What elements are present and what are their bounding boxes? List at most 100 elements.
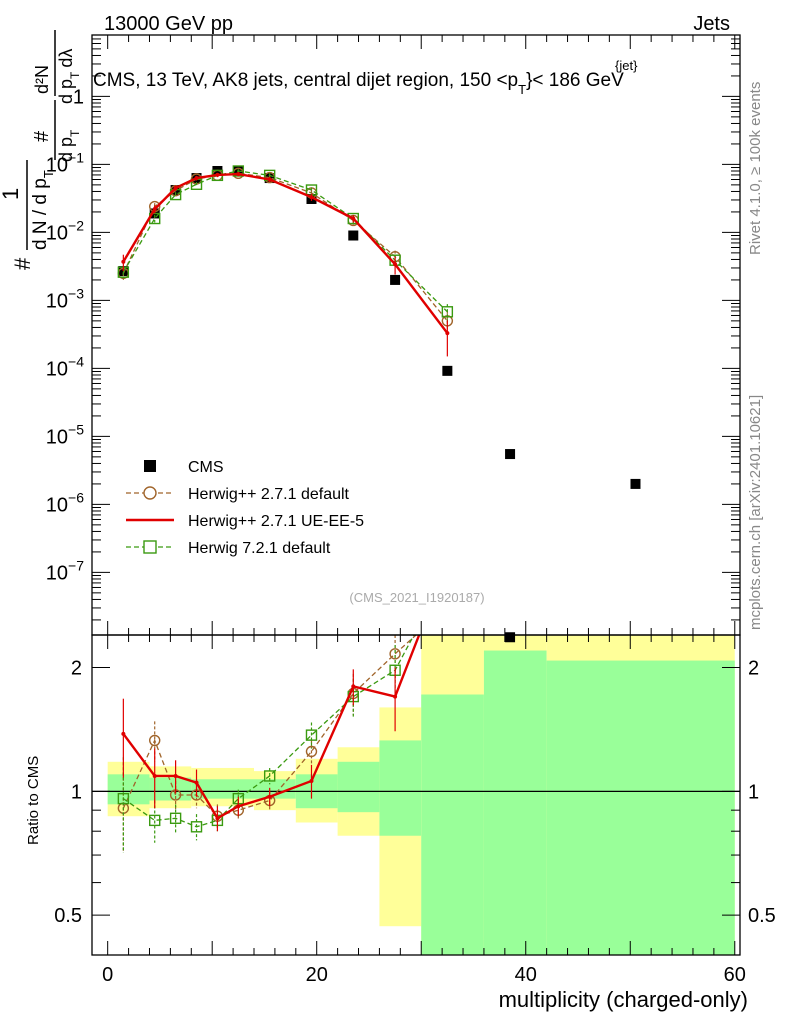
ratio-point-herwig271_ueee5-2 bbox=[173, 773, 178, 778]
header-right: Jets bbox=[693, 13, 730, 35]
ratio-point-herwig271_ueee5-0 bbox=[121, 731, 126, 736]
ratio-point-herwig271_default-7 bbox=[305, 745, 318, 758]
y-label-frac-den: d N / d pT bbox=[30, 170, 56, 250]
main-series-herwig721 bbox=[117, 165, 454, 323]
main-series-herwig271_default bbox=[117, 167, 454, 336]
axes: 0 20 40 60 1 10−1 10−2 10−3 10−4 10−5 10−6 10−7 0.5 0… bbox=[46, 34, 776, 986]
main-y-tick-label-2: 10−2 bbox=[46, 217, 84, 244]
main-point-herwig271_ueee5-5 bbox=[236, 172, 241, 177]
x-tick-label-3: 60 bbox=[724, 964, 746, 986]
main-point-herwig271_ueee5-6 bbox=[267, 177, 272, 182]
main-point-data-10 bbox=[442, 365, 453, 376]
legend-marker-herwig721 bbox=[143, 540, 157, 554]
ratio-point-data-0 bbox=[505, 632, 516, 643]
legend: CMS Herwig++ 2.7.1 default Herwig++ 2.7.1 … bbox=[126, 459, 364, 557]
ratio-point-herwig271_ueee5-8 bbox=[351, 684, 356, 689]
ratio-point-herwig721-3 bbox=[190, 821, 203, 833]
x-tick-label-0: 0 bbox=[102, 964, 113, 986]
main-point-herwig721-10 bbox=[441, 306, 454, 318]
main-point-data-9 bbox=[390, 274, 401, 285]
main-point-herwig271_ueee5-8 bbox=[351, 216, 356, 221]
main-point-data-12 bbox=[630, 478, 641, 489]
plot-title-main: CMS, 13 TeV, AK8 jets, central dijet reg… bbox=[93, 70, 518, 91]
y-label-frac2-num: # bbox=[31, 130, 53, 142]
legend-label-herwig721: Herwig 7.2.1 default bbox=[188, 540, 331, 557]
plot-title-sup: {jet} bbox=[615, 58, 638, 73]
plot-title-end: }< 186 GeV bbox=[526, 70, 624, 91]
ratio-y-tick-label-left-0: 0.5 bbox=[54, 905, 82, 927]
ratio-point-herwig271_ueee5-7 bbox=[309, 778, 314, 783]
band-green-8 bbox=[483, 650, 547, 955]
ratio-y-tick-label-left-1: 1 bbox=[71, 781, 82, 803]
band-green-3 bbox=[254, 779, 296, 799]
ratio-frame bbox=[91, 634, 741, 956]
main-point-herwig271_ueee5-3 bbox=[194, 176, 199, 181]
ratio-y-tick-label-right-2: 2 bbox=[748, 658, 759, 680]
ratio-y-tick-label-right-0: 0.5 bbox=[748, 905, 776, 927]
rivet-label: Rivet 4.1.0, ≥ 100k events bbox=[747, 82, 764, 255]
ratio-uncertainty-bands bbox=[92, 635, 740, 955]
main-point-herwig271_ueee5-1 bbox=[152, 207, 157, 212]
ratio-point-herwig721-2 bbox=[169, 812, 182, 824]
band-green-5 bbox=[337, 761, 380, 813]
main-point-data-11 bbox=[505, 449, 516, 460]
main-series-herwig271_ueee5 bbox=[121, 172, 450, 357]
ratio-point-herwig271_ueee5-1 bbox=[152, 773, 157, 778]
ratio-point-herwig721-6 bbox=[263, 770, 276, 782]
ratio-series-data bbox=[505, 632, 516, 643]
main-y-tick-label-4: 10−4 bbox=[46, 353, 84, 380]
ratio-point-herwig721-1 bbox=[149, 814, 161, 827]
legend-item-data: CMS bbox=[144, 459, 224, 476]
main-point-herwig271_ueee5-0 bbox=[121, 259, 126, 264]
ratio-point-herwig721-7 bbox=[305, 729, 318, 741]
x-axis-label: multiplicity (charged-only) bbox=[499, 987, 748, 1012]
y-label-frac2-den: d pT bbox=[56, 129, 82, 162]
band-green-6 bbox=[379, 740, 422, 836]
main-line-herwig271_default bbox=[122, 172, 448, 322]
y-label-hash: # bbox=[10, 257, 35, 270]
y-label-deriv-num: d²N bbox=[32, 65, 52, 94]
main-series-data bbox=[118, 165, 641, 489]
ratio-y-label: Ratio to CMS bbox=[25, 756, 42, 845]
main-point-herwig271_ueee5-2 bbox=[173, 185, 178, 190]
ratio-line-herwig721 bbox=[122, 634, 415, 828]
y-label-frac-num: 1 bbox=[0, 188, 23, 200]
main-y-tick-label-7: 10−7 bbox=[46, 557, 84, 584]
main-y-tick-label-5: 10−5 bbox=[46, 421, 84, 448]
ratio-point-herwig271_default-1 bbox=[149, 734, 161, 747]
main-point-herwig271_ueee5-9 bbox=[393, 262, 398, 267]
ratio-point-herwig271_ueee5-3 bbox=[194, 780, 199, 785]
x-tick-label-2: 40 bbox=[515, 964, 537, 986]
main-y-tick-label-6: 10−6 bbox=[46, 489, 84, 516]
main-y-tick-label-0: 1 bbox=[73, 86, 84, 108]
main-point-herwig721-8 bbox=[347, 212, 359, 225]
legend-item-herwig271_default: Herwig++ 2.7.1 default bbox=[126, 486, 350, 503]
analysis-id: (CMS_2021_I1920187) bbox=[349, 590, 484, 605]
legend-item-herwig271_ueee5: Herwig++ 2.7.1 UE-EE-5 bbox=[126, 513, 364, 530]
main-point-data-8 bbox=[348, 230, 359, 241]
legend-marker-data bbox=[144, 460, 156, 472]
main-point-herwig271_ueee5-10 bbox=[445, 331, 450, 336]
legend-label-herwig271_default: Herwig++ 2.7.1 default bbox=[188, 486, 350, 503]
main-panel-series bbox=[117, 165, 641, 489]
main-y-tick-label-1: 10−1 bbox=[46, 149, 84, 176]
main-y-tick-label-3: 10−3 bbox=[46, 285, 84, 312]
legend-label-data: CMS bbox=[188, 459, 224, 476]
ratio-point-herwig271_ueee5-5 bbox=[236, 804, 241, 809]
main-point-herwig271_ueee5-4 bbox=[215, 172, 220, 177]
plot-title-sub: T bbox=[518, 82, 526, 97]
main-y-axis-label: # 1 d N / d pT # d pT d²N d pTdλ bbox=[0, 30, 82, 270]
x-tick-label-1: 20 bbox=[306, 964, 328, 986]
y-label-deriv-den: d pTdλ bbox=[56, 49, 82, 104]
legend-item-herwig721: Herwig 7.2.1 default bbox=[126, 540, 331, 557]
band-green-7 bbox=[421, 694, 484, 955]
ratio-point-herwig271_default-9 bbox=[389, 648, 401, 660]
ratio-y-tick-label-left-2: 2 bbox=[71, 658, 82, 680]
ratio-y-tick-label-right-1: 1 bbox=[748, 781, 759, 803]
header-left: 13000 GeV pp bbox=[104, 13, 233, 35]
ratio-point-herwig271_ueee5-9 bbox=[393, 694, 398, 699]
mcplots-label: mcplots.cern.ch [arXiv:2401.10621] bbox=[747, 395, 764, 630]
ratio-series-herwig271_ueee5 bbox=[121, 634, 421, 832]
